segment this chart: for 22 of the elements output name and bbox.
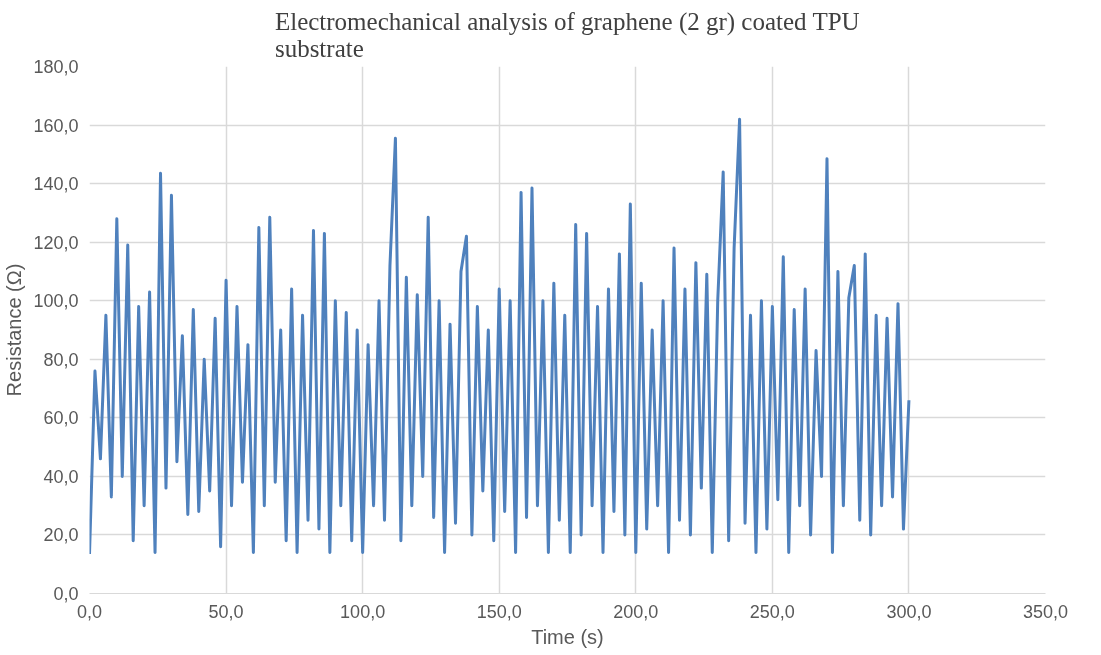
x-tick-label: 100,0 xyxy=(340,601,386,622)
x-tick-label: 50,0 xyxy=(208,601,244,622)
y-tick-label: 100,0 xyxy=(33,291,79,312)
x-tick-label: 350,0 xyxy=(1022,601,1069,622)
y-tick-label: 120,0 xyxy=(33,232,79,253)
x-axis-title: Time (s) xyxy=(531,625,604,648)
y-tick-label: 60,0 xyxy=(43,408,79,429)
y-tick-label: 40,0 xyxy=(43,466,79,487)
x-tick-label: 0,0 xyxy=(76,601,103,622)
chart-title: Electromechanical analysis of graphene (2 gr) coated TPU substrate xyxy=(274,7,860,62)
x-tick-label: 150,0 xyxy=(476,601,522,622)
y-tick-label: 180,0 xyxy=(33,57,79,77)
y-tick-label: 80,0 xyxy=(43,349,79,370)
x-tick-label: 250,0 xyxy=(749,601,795,622)
line-series xyxy=(89,117,911,556)
y-tick-label: 140,0 xyxy=(33,174,79,195)
y-tick-label: 0,0 xyxy=(53,584,79,604)
x-tick-label: 300,0 xyxy=(886,601,932,622)
x-tick-label: 200,0 xyxy=(613,601,659,622)
y-tick-label: 20,0 xyxy=(43,525,79,546)
y-tick-label: 160,0 xyxy=(33,115,79,136)
y-axis-title: Resistance (Ω) xyxy=(3,263,26,397)
